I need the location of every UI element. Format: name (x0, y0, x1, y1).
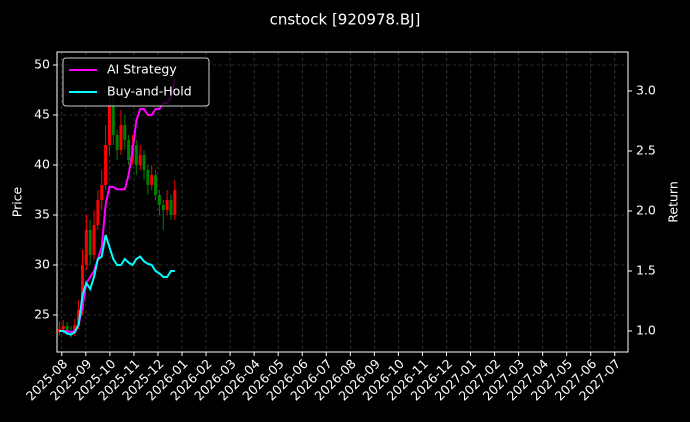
candle-body (84, 230, 88, 265)
y-tick-label: 50 (34, 57, 50, 72)
candle-body (80, 265, 84, 310)
candle-body (127, 140, 131, 160)
candle-body (100, 185, 104, 200)
y2-tick-label: 2.0 (636, 203, 656, 218)
plot-frame (56, 51, 629, 353)
y-tick-label: 45 (34, 107, 50, 122)
y-axis-label: Price (10, 186, 25, 217)
candle-body (161, 205, 165, 210)
candle-body (104, 145, 108, 185)
candle-body (111, 105, 115, 135)
candle-body (138, 155, 142, 165)
candle-body (134, 145, 138, 165)
candle-body (115, 135, 119, 150)
candle-body (88, 230, 92, 255)
candle-body (73, 325, 77, 333)
candle-body (142, 155, 146, 170)
candle-body (107, 105, 111, 145)
y2-tick-label: 3.0 (636, 83, 656, 98)
candle-body (92, 225, 96, 255)
candle-body (173, 190, 177, 215)
y2-tick-label: 1.0 (636, 323, 656, 338)
y-tick-label: 40 (34, 157, 50, 172)
y-tick-label: 35 (34, 207, 50, 222)
y2-tick-label: 2.5 (636, 143, 656, 158)
y-tick-label: 30 (34, 257, 50, 272)
candle-body (150, 175, 154, 185)
candle-body (65, 326, 69, 331)
candle-body (146, 170, 150, 185)
legend-box (62, 57, 210, 107)
candle-body (96, 200, 100, 225)
candle-body (61, 326, 65, 329)
legend-label: Buy-and-Hold (107, 84, 192, 99)
candle-body (165, 200, 169, 210)
candle-body (123, 125, 127, 140)
candle-body (154, 175, 158, 195)
y-tick-label: 25 (34, 307, 50, 322)
chart-title: cnstock [920978.BJ] (270, 11, 421, 29)
candle-body (119, 125, 123, 150)
candle-body (157, 195, 161, 205)
return-line (59, 234, 175, 336)
legend-label: AI Strategy (107, 62, 177, 77)
candle-body (169, 200, 173, 215)
y2-axis-label: Return (666, 181, 681, 222)
y2-tick-label: 1.5 (636, 263, 656, 278)
